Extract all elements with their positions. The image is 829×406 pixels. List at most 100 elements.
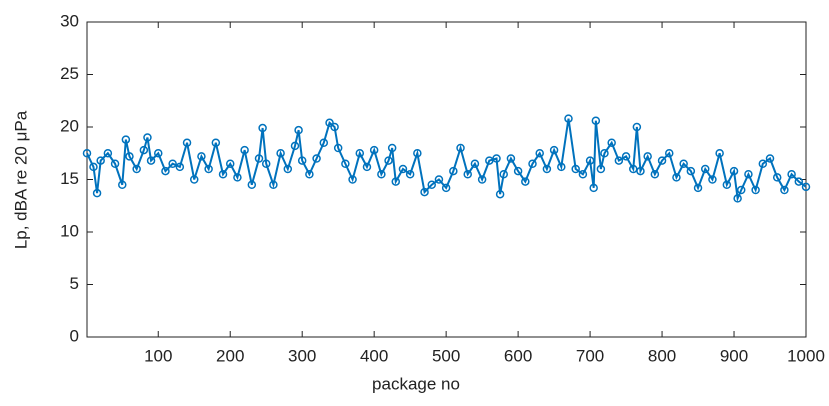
data-point — [564, 114, 573, 123]
data-point — [578, 170, 588, 179]
data-point — [154, 149, 163, 158]
data-point — [495, 189, 505, 199]
x-tick-label: 900 — [720, 346, 748, 365]
data-point — [528, 159, 537, 168]
data-point — [82, 149, 92, 158]
data-point — [362, 162, 372, 172]
data-point — [657, 156, 667, 165]
data-point — [247, 180, 257, 189]
data-point — [600, 149, 609, 158]
data-point — [672, 173, 681, 182]
y-tick-label: 25 — [60, 64, 79, 83]
data-point — [211, 138, 221, 147]
y-tick-label: 5 — [70, 274, 79, 293]
data-point — [557, 162, 566, 172]
x-tick-label: 1000 — [787, 346, 825, 365]
data-point — [319, 138, 329, 147]
data-point — [591, 116, 601, 125]
x-tick-label: 500 — [432, 346, 460, 365]
data-point — [751, 185, 760, 195]
data-point — [708, 175, 717, 184]
data-point — [632, 122, 642, 132]
data-point — [456, 143, 465, 153]
data-point — [161, 166, 170, 176]
data-point — [341, 159, 350, 168]
data-line — [86, 118, 807, 203]
data-point — [449, 166, 458, 176]
x-tick-label: 700 — [576, 346, 604, 365]
data-point — [733, 194, 742, 203]
x-tick-label: 800 — [648, 346, 676, 365]
data-point — [233, 173, 242, 182]
data-point — [294, 125, 303, 135]
data-point — [571, 164, 580, 174]
data-point — [736, 185, 746, 195]
data-point — [204, 164, 213, 174]
data-point — [405, 170, 415, 179]
data-point — [765, 154, 775, 163]
data-point — [787, 170, 796, 179]
data-point — [621, 152, 631, 161]
data-point — [506, 154, 516, 163]
data-point — [758, 159, 768, 168]
data-point — [729, 166, 739, 176]
data-point — [118, 180, 127, 189]
data-point — [330, 122, 339, 132]
data-point — [589, 183, 598, 193]
data-point — [679, 159, 688, 168]
data-point — [290, 141, 300, 151]
data-point — [427, 180, 436, 189]
data-point — [485, 156, 494, 165]
data-point — [89, 162, 98, 172]
data-point — [325, 118, 334, 128]
data-point — [139, 145, 149, 155]
data-point — [477, 175, 487, 184]
data-point — [700, 164, 710, 174]
data-point — [585, 156, 595, 165]
data-point — [441, 183, 451, 193]
data-point — [348, 175, 357, 184]
data-point — [218, 170, 228, 179]
data-point — [225, 159, 235, 168]
data-point — [780, 185, 789, 195]
data-point — [744, 170, 753, 179]
data-point — [715, 149, 724, 158]
data-point — [103, 149, 113, 158]
data-point — [420, 187, 429, 197]
data-point — [355, 149, 365, 158]
data-point — [693, 183, 703, 193]
data-point — [125, 152, 134, 161]
data-point — [197, 152, 206, 161]
data-point — [377, 170, 386, 179]
data-point — [146, 156, 156, 165]
data-point — [96, 156, 105, 165]
data-point — [132, 164, 141, 174]
data-point — [665, 149, 674, 158]
data-point — [391, 177, 401, 186]
data-point — [463, 170, 472, 179]
data-point — [254, 154, 264, 163]
data-point — [384, 156, 393, 165]
data-point — [276, 149, 285, 158]
y-tick-label: 20 — [60, 116, 79, 135]
data-point — [312, 154, 321, 163]
data-point — [283, 164, 293, 174]
data-point — [333, 143, 343, 153]
data-point — [305, 170, 314, 179]
data-point — [492, 154, 501, 163]
data-point — [596, 164, 606, 174]
data-point — [470, 159, 480, 168]
data-point — [499, 170, 508, 179]
data-point — [434, 175, 444, 184]
data-point — [143, 133, 152, 142]
data-point — [398, 164, 408, 174]
data-point — [521, 177, 530, 186]
data-point — [110, 159, 120, 168]
data-point — [794, 177, 804, 186]
x-tick-label: 100 — [144, 346, 172, 365]
data-point — [614, 156, 624, 165]
data-point — [269, 180, 278, 189]
data-point — [636, 166, 645, 176]
x-axis-label: package no — [372, 374, 460, 393]
data-point — [413, 149, 422, 158]
